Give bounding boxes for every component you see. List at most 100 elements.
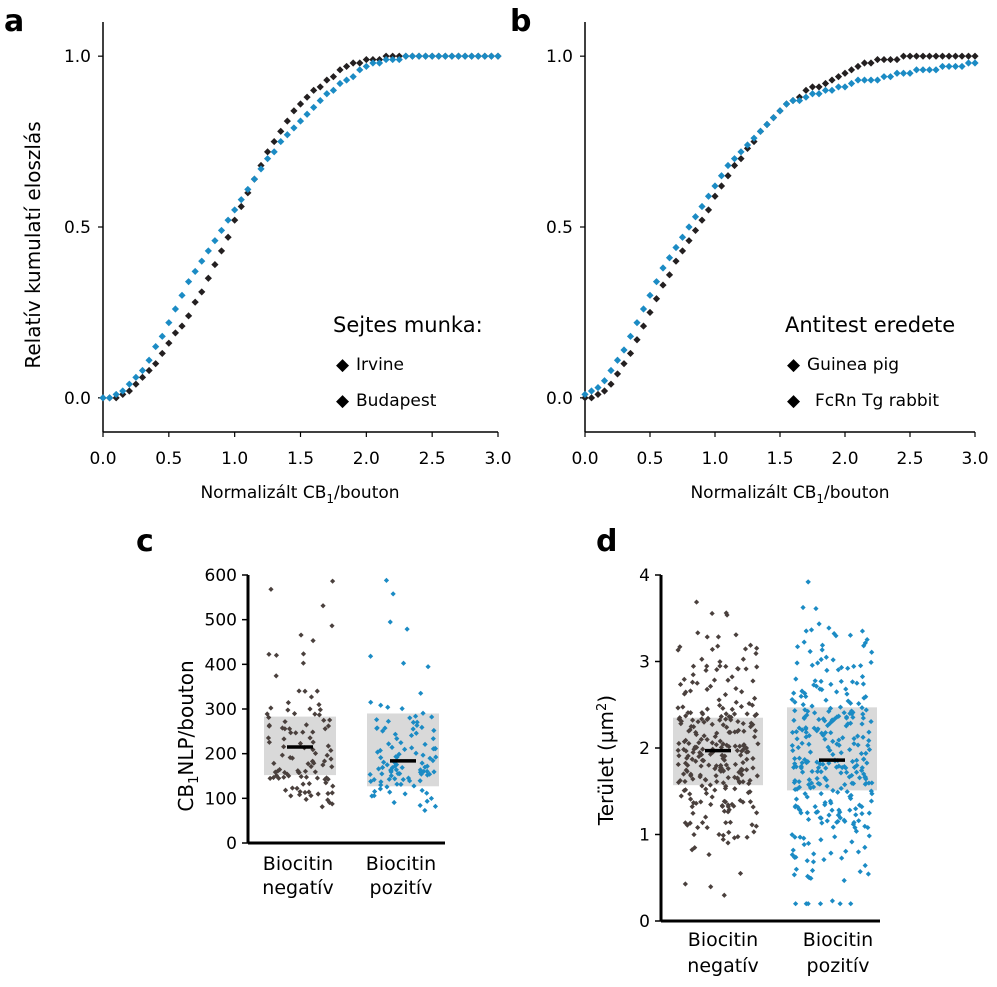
- dot-d-1-132: [843, 686, 849, 692]
- dot-c-0-33: [294, 785, 300, 791]
- dot-d-0-238: [703, 777, 709, 783]
- cdf-point-a-1-33: [316, 96, 324, 105]
- dot-d-0-242: [719, 753, 726, 759]
- dot-c-1-70: [399, 706, 405, 712]
- dot-c-1-69: [383, 577, 390, 583]
- dot-c-1-29: [406, 778, 413, 784]
- dot-d-1-146: [804, 810, 810, 816]
- dot-d-0-119: [700, 746, 706, 752]
- dot-c-0-56: [282, 787, 289, 793]
- dot-c-1-67: [393, 754, 399, 760]
- dot-c-1-100: [377, 747, 383, 754]
- dot-d-0-193: [740, 759, 746, 766]
- cdf-point-a-1-50: [428, 52, 436, 60]
- dot-c-1-101: [398, 740, 404, 746]
- dot-c-0-109: [264, 711, 270, 717]
- dot-c-0-23: [300, 729, 306, 735]
- cdf-point-a-1-28: [283, 131, 291, 139]
- dot-c-0-104: [279, 752, 285, 758]
- dot-d-0-254: [719, 803, 725, 809]
- cdf-point-a-1-56: [468, 52, 476, 60]
- x-tick-label: 1.0: [221, 449, 248, 469]
- dot-d-1-35: [857, 869, 863, 875]
- cdf-point-b-1-27: [756, 127, 765, 135]
- cdf-point-a-0-14: [191, 298, 199, 306]
- cdf-point-a-1-36: [336, 79, 344, 88]
- dot-d-1-70: [818, 678, 824, 684]
- dot-d-0-83: [723, 762, 729, 768]
- dot-d-0-120: [737, 797, 743, 804]
- dot-d-1-73: [860, 711, 866, 717]
- cdf-point-b-1-47: [886, 73, 895, 81]
- x-tick-label: 0.0: [89, 449, 116, 469]
- cdf-point-b-1-8: [633, 319, 641, 327]
- dot-d-0-226: [741, 728, 747, 734]
- cdf-point-a-1-13: [184, 278, 193, 286]
- cdf-point-b-1-55: [938, 62, 947, 71]
- dot-d-0-203: [724, 612, 730, 618]
- chart-panel-d: 0 1 2 3 4 Terület (µm2) Biocitin negatív Bio…: [594, 566, 880, 977]
- dot-d-1-69: [868, 798, 875, 804]
- dot-d-1-240: [792, 804, 798, 810]
- dot-d-1-168: [844, 691, 850, 697]
- cdf-point-b-0-46: [880, 55, 888, 64]
- dot-d-1-165: [836, 742, 842, 748]
- x-tick-label: 0.0: [571, 449, 598, 469]
- dot-d-0-66: [682, 778, 688, 785]
- cdf-point-b-1-36: [815, 90, 823, 98]
- dot-d-0-265: [700, 711, 706, 717]
- dot-d-1-319: [815, 726, 821, 732]
- cdf-point-a-1-40: [362, 62, 370, 71]
- dot-c-1-55: [425, 664, 431, 670]
- dot-d-0-154: [696, 753, 702, 760]
- cdf-point-a-1-11: [171, 305, 180, 313]
- dot-c-1-14: [387, 619, 393, 625]
- dot-d-1-213: [802, 757, 808, 763]
- dot-d-1-301: [794, 736, 800, 742]
- dot-d-1-55: [842, 782, 848, 788]
- dot-d-0-103: [695, 630, 701, 636]
- dot-d-0-51: [720, 705, 726, 711]
- dot-c-0-55: [320, 603, 326, 609]
- dot-c-1-0: [418, 690, 424, 696]
- dot-d-1-152: [858, 767, 865, 774]
- cdf-point-b-1-53: [925, 66, 934, 74]
- dot-d-0-84: [712, 733, 718, 740]
- dot-d-0-122: [709, 610, 715, 617]
- cdf-point-b-1-15: [678, 233, 687, 241]
- dot-d-1-256: [861, 756, 867, 762]
- dot-d-1-186: [826, 812, 832, 818]
- legend-marker-a-1: ◆: [336, 391, 350, 411]
- dot-c-1-21: [391, 799, 397, 806]
- dot-c-0-105: [285, 700, 291, 706]
- dot-d-0-85: [754, 645, 760, 651]
- dot-c-1-9: [420, 710, 426, 716]
- dot-d-0-274: [689, 756, 695, 762]
- dot-c-0-11: [315, 791, 321, 797]
- dot-d-0-182: [689, 804, 695, 810]
- dot-d-1-20: [796, 755, 803, 761]
- dot-c-0-84: [327, 717, 333, 723]
- dot-d-1-140: [819, 820, 825, 826]
- dot-c-0-0: [287, 754, 293, 761]
- cdf-point-a-1-45: [395, 55, 403, 64]
- dot-d-1-311: [841, 710, 847, 716]
- dot-d-1-199: [865, 742, 871, 749]
- x-tick-label: 1.0: [701, 449, 728, 469]
- dot-d-1-265: [809, 703, 815, 709]
- dot-d-1-244: [812, 678, 818, 684]
- cdf-point-b-1-24: [737, 148, 745, 156]
- dot-d-0-169: [755, 741, 761, 747]
- cdf-point-b-1-26: [750, 134, 758, 142]
- cdf-point-b-1-58: [958, 62, 966, 71]
- dot-d-1-169: [814, 768, 821, 775]
- dot-d-0-94: [706, 851, 712, 858]
- legend-marker-b-0: ◆: [787, 355, 801, 375]
- dot-d-0-10: [699, 820, 706, 826]
- cdf-point-a-1-20: [231, 206, 239, 214]
- dot-d-0-77: [743, 666, 749, 672]
- cdf-point-a-1-29: [290, 124, 298, 132]
- dot-d-0-150: [709, 740, 715, 746]
- dot-d-1-189: [858, 663, 864, 669]
- dot-d-1-282: [859, 804, 865, 810]
